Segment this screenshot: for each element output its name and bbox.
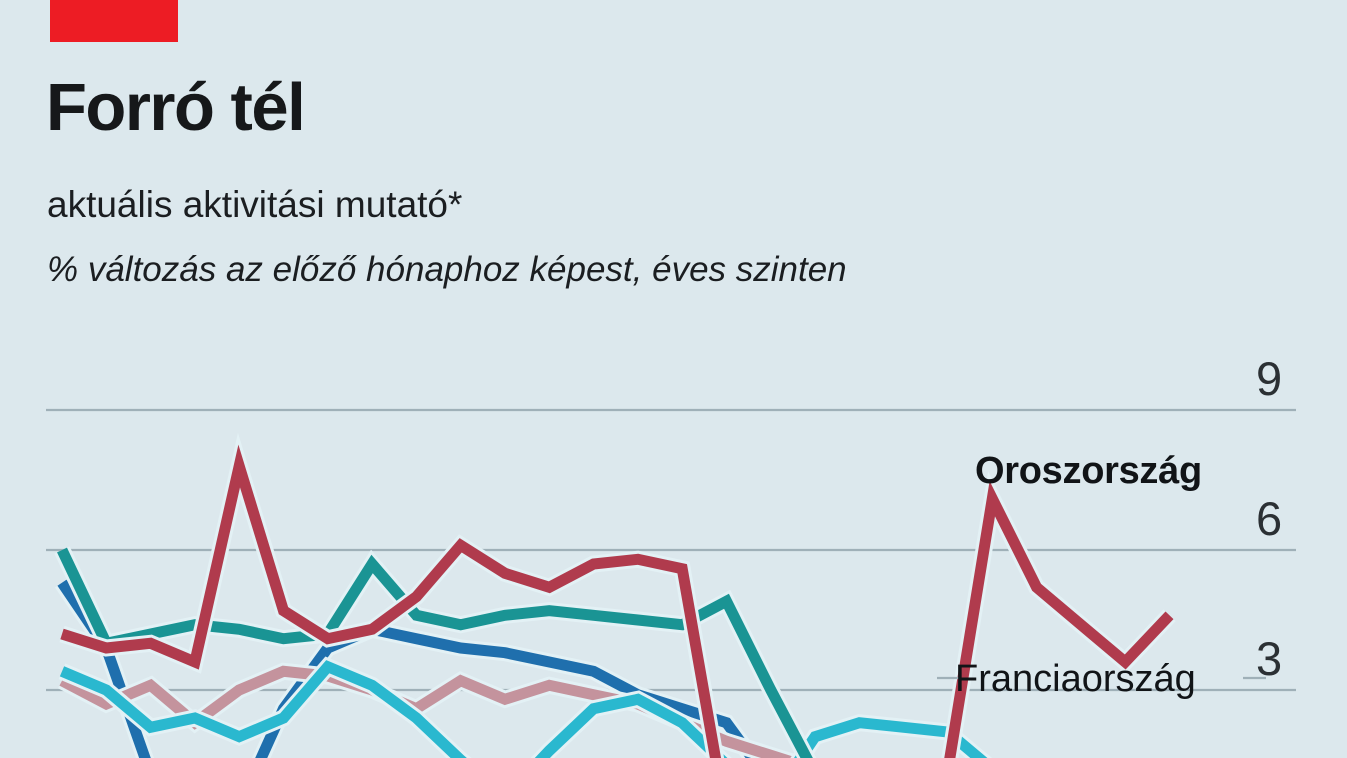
page-title: Forró tél	[46, 70, 306, 145]
series-label-franciaorszag: Franciaország	[955, 658, 1196, 700]
chart-series-lines	[54, 432, 1266, 758]
brand-mark	[50, 0, 178, 42]
chart-subtitle: aktuális aktivitási mutató*	[47, 184, 463, 225]
series-label-oroszorszag: Oroszország	[975, 450, 1202, 492]
y-axis-tick-3: 3	[1256, 632, 1283, 685]
series-line-Oroszország	[60, 444, 1174, 758]
series-line-Oroszország-teal	[57, 547, 813, 758]
y-axis-tick-6: 6	[1256, 492, 1283, 545]
y-axis-tick-9: 9	[1256, 352, 1283, 405]
series-line-Franciaország	[59, 660, 988, 758]
chart-subtitle-units: % változás az előző hónaphoz képest, éve…	[47, 250, 847, 289]
